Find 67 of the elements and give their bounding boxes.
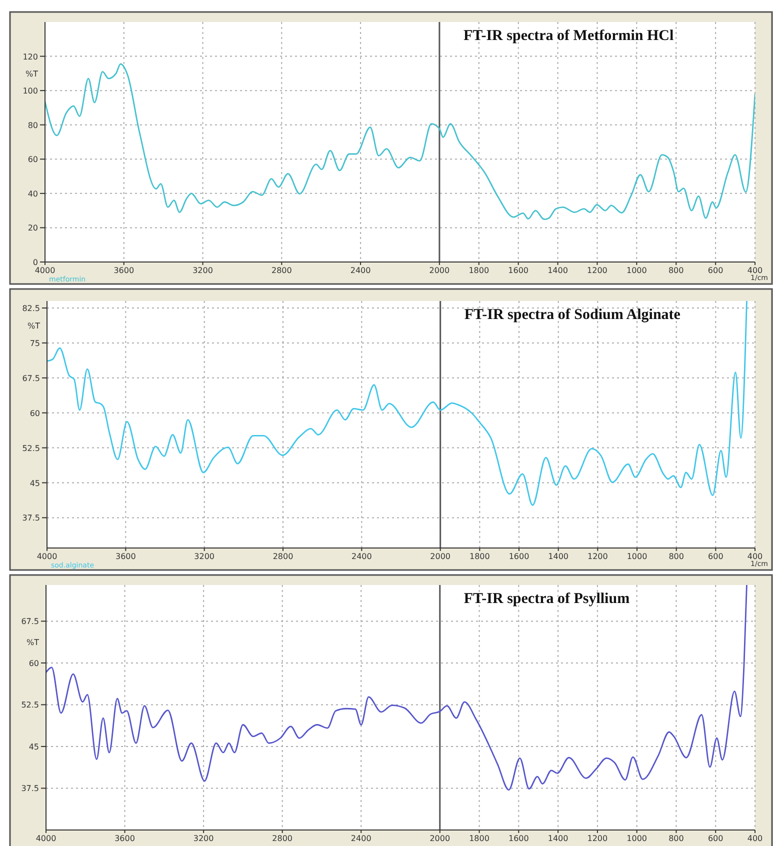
x-tick-label: 2000	[430, 834, 450, 843]
x-tick-label: 600	[708, 552, 724, 561]
y-tick-label: 120	[22, 52, 38, 62]
y-axis-title: %T	[28, 321, 40, 330]
x-tick-label: 800	[668, 266, 684, 275]
x-tick-label: 2400	[351, 552, 372, 561]
x-tick-label: 2000	[429, 266, 450, 275]
chart-title: FT-IR spectra of Sodium Alginate	[464, 307, 681, 323]
x-tick-label: 600	[708, 266, 724, 275]
x-tick-label: 1000	[626, 834, 648, 843]
chart-title: FT-IR spectra of Metformin HCl	[463, 28, 674, 44]
x-tick-label: 2400	[350, 834, 372, 843]
x-tick-label: 1400	[548, 834, 568, 843]
x-tick-label: 3600	[114, 266, 134, 275]
x-tick-label: 1400	[548, 552, 569, 561]
x-tick-label: 3200	[193, 834, 214, 843]
y-axis-title: %T	[26, 638, 40, 648]
x-tick-label: 800	[668, 552, 684, 561]
x-tick-label: 4000	[36, 834, 56, 843]
y-tick-label: 37.5	[22, 514, 40, 523]
x-tick-label: 1800	[469, 834, 490, 843]
y-tick-label: 82.5	[22, 304, 40, 313]
y-tick-label: 67.5	[21, 617, 39, 626]
y-axis-title: %T	[26, 69, 38, 78]
x-tick-label: 1000	[626, 552, 648, 561]
x-tick-label: 4000	[34, 266, 56, 275]
x-tick-label: 1800	[469, 552, 490, 561]
x-tick-label: 2800	[271, 266, 292, 275]
y-tick-label: 52.5	[22, 444, 40, 453]
x-tick-label: 3600	[114, 834, 135, 843]
x-tick-label: 3600	[115, 552, 136, 561]
y-tick-label: 52.5	[21, 700, 39, 710]
x-tick-label: 1000	[626, 266, 647, 275]
y-tick-label: 100	[22, 86, 38, 96]
y-tick-label: 60	[28, 155, 38, 164]
x-tick-label: 400	[747, 266, 763, 275]
y-tick-label: 60	[28, 658, 39, 668]
x-tick-label: 600	[708, 834, 724, 843]
x-tick-label: 1600	[508, 266, 529, 275]
y-tick-label: 45	[28, 742, 39, 752]
y-tick-label: 75	[30, 338, 40, 348]
x-tick-label: 2000	[430, 552, 451, 561]
x-tick-label: 2800	[272, 552, 294, 561]
x-tick-label: 1600	[508, 834, 529, 843]
y-tick-label: 67.5	[22, 374, 40, 383]
x-tick-label: 1200	[587, 552, 608, 561]
x-tick-label: 3200	[192, 266, 213, 275]
y-tick-label: 20	[28, 224, 38, 233]
x-tick-label: 800	[668, 834, 684, 843]
x-tick-label: 2400	[350, 266, 371, 275]
y-tick-label: 37.5	[21, 784, 39, 794]
x-tick-label: 1800	[468, 266, 490, 275]
y-tick-label: 80	[28, 120, 38, 130]
y-tick-label: 40	[28, 189, 38, 198]
x-tick-label: 1200	[587, 266, 608, 275]
x-tick-label: 2800	[272, 834, 293, 843]
x-tick-label: 1200	[587, 834, 608, 843]
chart-title: FT-IR spectra of Psyllium	[464, 591, 630, 607]
x-tick-label: 3200	[194, 552, 215, 561]
x-tick-label: 4000	[36, 552, 58, 561]
x-tick-label: 1600	[508, 552, 530, 561]
y-tick-label: 0	[32, 258, 38, 267]
y-tick-label: 45	[30, 478, 40, 488]
x-tick-label: 400	[747, 834, 763, 843]
x-tick-label: 400	[747, 552, 763, 561]
x-tick-label: 1400	[548, 266, 568, 275]
y-tick-label: 60	[30, 408, 40, 418]
